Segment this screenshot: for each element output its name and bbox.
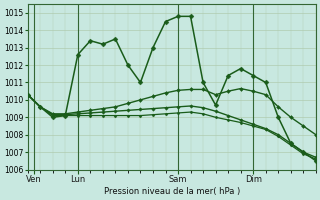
X-axis label: Pression niveau de la mer( hPa ): Pression niveau de la mer( hPa ) [104, 187, 240, 196]
